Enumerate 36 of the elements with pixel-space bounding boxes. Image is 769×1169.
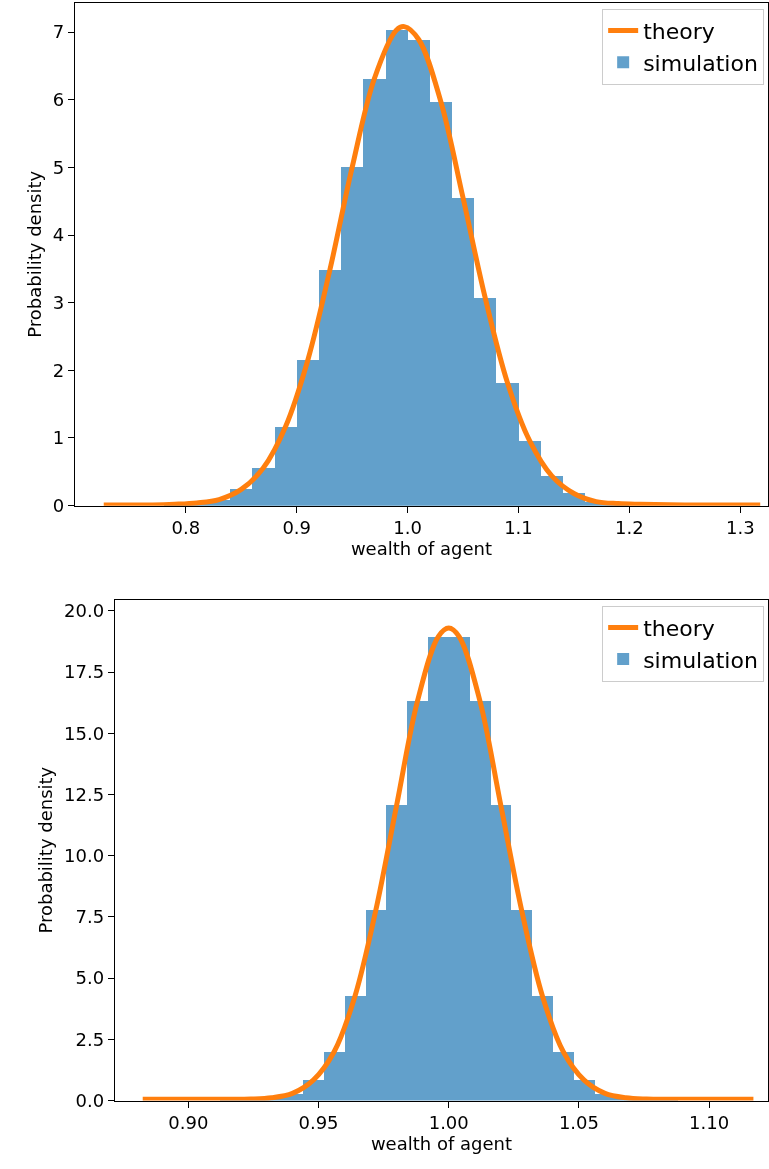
x-tick-label: 1.3 bbox=[725, 517, 755, 539]
x-axis-title: wealth of agent bbox=[350, 538, 492, 560]
y-axis-title: Probability density bbox=[23, 170, 45, 338]
y-tick-label: 2.5 bbox=[75, 1028, 105, 1050]
y-tick-label: 20.0 bbox=[64, 600, 105, 622]
y-tick-label: 2 bbox=[52, 359, 65, 381]
y-tick-label: 7.5 bbox=[75, 906, 105, 928]
y-tick-label: 3 bbox=[52, 291, 65, 313]
x-tick-label: 0.95 bbox=[298, 1112, 339, 1134]
y-tick-label: 17.5 bbox=[64, 661, 105, 683]
x-tick-label: 1.0 bbox=[393, 517, 422, 539]
x-tick-label: 1.2 bbox=[615, 517, 644, 539]
y-tick-label: 0.0 bbox=[75, 1089, 105, 1111]
x-tick-label: 0.9 bbox=[282, 517, 312, 539]
x-tick-label: 1.05 bbox=[558, 1112, 599, 1134]
legend-label: simulation bbox=[643, 647, 758, 673]
x-tick-label: 1.10 bbox=[689, 1112, 730, 1134]
y-tick-label: 1 bbox=[52, 427, 65, 449]
legend-label: theory bbox=[643, 19, 715, 45]
legend-label: simulation bbox=[643, 50, 758, 76]
x-tick-label: 0.90 bbox=[168, 1112, 209, 1134]
x-tick-label: 1.00 bbox=[428, 1112, 469, 1134]
x-tick-label: 1.1 bbox=[504, 517, 533, 539]
y-tick-label: 5.0 bbox=[75, 967, 105, 989]
y-tick-label: 15.0 bbox=[64, 722, 105, 744]
y-tick-label: 4 bbox=[52, 224, 65, 246]
legend-label: theory bbox=[643, 616, 715, 641]
y-tick-label: 10.0 bbox=[64, 844, 105, 866]
y-tick-label: 7 bbox=[52, 21, 65, 43]
y-tick-label: 0 bbox=[52, 494, 65, 516]
x-axis-title: wealth of agent bbox=[370, 1133, 512, 1155]
y-tick-label: 6 bbox=[52, 89, 65, 111]
x-tick-label: 0.8 bbox=[171, 517, 201, 539]
y-tick-label: 5 bbox=[52, 156, 65, 178]
y-tick-label: 12.5 bbox=[64, 783, 105, 805]
y-axis-title: Probability density bbox=[35, 766, 57, 934]
